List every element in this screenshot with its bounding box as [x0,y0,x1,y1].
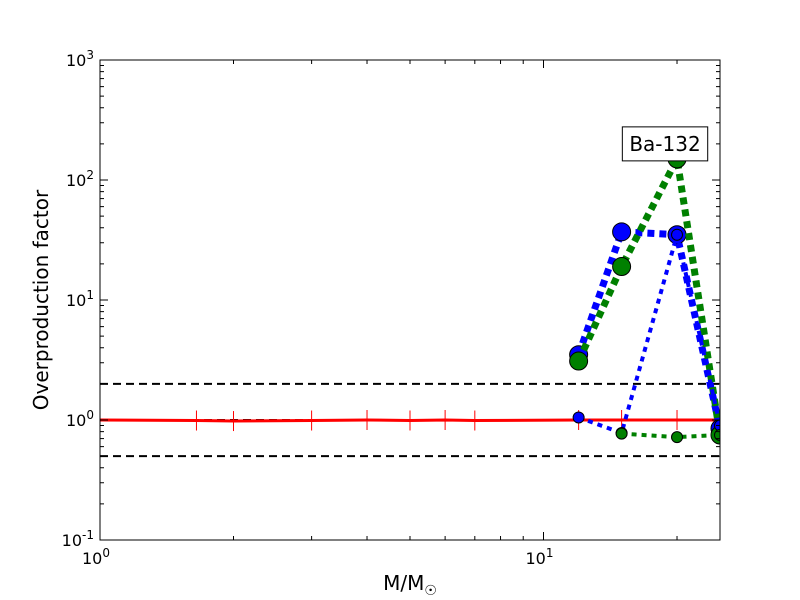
x-axis-title-sub: ☉ [424,583,437,599]
series-line [575,147,720,436]
series-line [575,228,720,430]
data-point [612,257,632,277]
series-layer [100,147,720,445]
x-axis-title: M/M☉ [383,571,437,599]
annotation-box: Ba-132 [621,126,709,162]
plot-background [100,60,720,540]
y-tick-label: 103 [66,48,94,70]
x-tick-label: 101 [526,546,554,568]
data-point [569,351,589,371]
annotation-frame [621,126,709,162]
data-point [671,228,684,241]
data-point [615,427,628,440]
y-axis-title: Overproduction factor [29,189,53,410]
annotation-label: Ba-132 [629,132,700,156]
y-tick-label: 101 [66,288,94,310]
series-line [577,234,720,436]
y-tick-label: 100 [66,408,94,430]
data-point [671,431,684,444]
data-point [612,222,632,242]
series-line [621,431,720,440]
series-line [100,418,720,423]
y-tick-label: 10-1 [62,528,94,550]
x-axis-title-main: M/M [383,571,424,595]
x-tick-label: 100 [82,546,110,568]
data-point [714,428,720,441]
data-point [572,411,585,424]
y-tick-label: 102 [66,168,94,190]
